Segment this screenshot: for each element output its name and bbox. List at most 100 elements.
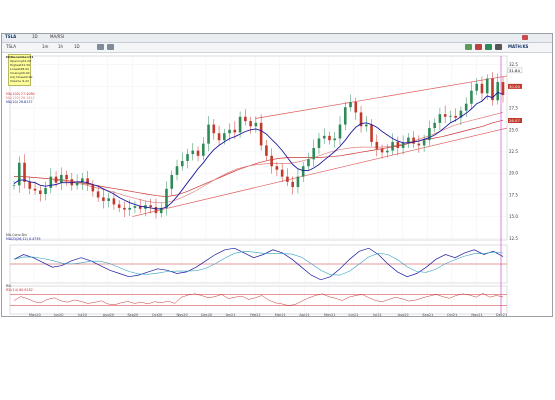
candle-body [102, 197, 105, 201]
candle-body [422, 140, 426, 146]
candle-body [38, 190, 42, 194]
candle-body [259, 122, 263, 146]
candle-body [270, 155, 273, 167]
toolbar: TSLA 1m 1h 1D MATH:KS [2, 43, 552, 53]
candle-body [428, 128, 431, 141]
toolbar-freq-1d[interactable]: 1D [74, 44, 80, 49]
rsi-line [13, 293, 504, 306]
candle-body [391, 141, 394, 151]
price-tick-label: 22.5 [509, 149, 518, 154]
current-value-box [508, 83, 522, 89]
toolbar-green-icon[interactable] [465, 44, 472, 50]
candle-body [228, 129, 231, 134]
info-row: Adj.Close 29.00 [9, 75, 33, 79]
candle-body [307, 159, 310, 167]
chart-window: TSLA 1D MA/RSI TSLA 1m 1h 1D MATH:KS 32.… [1, 33, 553, 317]
candle-body [65, 174, 68, 180]
candle-body [275, 166, 279, 170]
month-tick-label: Aug20 [103, 313, 114, 316]
price-tick-label: 25.0 [509, 127, 518, 132]
toolbar-cursor-icon[interactable] [107, 44, 114, 50]
price-info-box: 30/December/21 Opening 31.00 Highest 31.50 L… [6, 54, 33, 86]
candle-body [86, 178, 89, 185]
candle-body [449, 115, 452, 117]
candle-body [359, 112, 363, 127]
info-row-value: 29.00 [23, 75, 33, 79]
legend-macd-title: MA-Conv-Div [6, 233, 28, 237]
candle-body [149, 205, 153, 208]
legend-price-entry: MA(150) 26.1612 [6, 96, 35, 100]
candle-body [459, 110, 463, 118]
month-tick-label: Aug21 [398, 313, 409, 316]
candle-body [443, 114, 447, 117]
candle-body [480, 83, 484, 94]
price-tick-label: 20.0 [509, 171, 518, 176]
candle-body [154, 207, 158, 214]
toolbar-settings-icon[interactable] [495, 44, 502, 50]
toolbar-up-icon[interactable] [485, 44, 492, 50]
info-row-value: 6.22 [22, 79, 29, 83]
current-value-label: 30.00 [509, 84, 520, 89]
toolbar-red-icon[interactable] [475, 44, 482, 50]
candle-body [396, 141, 400, 148]
candle-body [60, 174, 63, 183]
candle-body [343, 107, 347, 125]
candle-body [291, 181, 294, 188]
toolbar-right-label: MATH:KS [508, 44, 529, 49]
close-icon[interactable] [522, 35, 528, 40]
candle-body [464, 103, 468, 111]
candle-body [165, 188, 168, 208]
price-tick-label: 17.5 [509, 192, 518, 197]
candle-body [217, 133, 221, 141]
panel-frame-0 [9, 55, 508, 241]
candle-body [333, 138, 337, 141]
candle-body [207, 124, 210, 144]
candle-body [244, 116, 247, 122]
toolbar-freq-1m[interactable]: 1m [42, 44, 49, 49]
toolbar-freq-1h[interactable]: 1h [58, 44, 64, 49]
chart-canvas[interactable]: 32.530.027.525.022.520.017.515.012.5May2… [2, 52, 552, 316]
legend-rsi-values: RSI(14) 60.8182 [6, 288, 33, 292]
candle-body [54, 176, 58, 183]
toolbar-zoom-icon[interactable] [97, 44, 104, 50]
candle-body [312, 148, 316, 160]
candle-body [128, 207, 131, 210]
candle-body [123, 207, 126, 210]
candle-body [159, 207, 163, 214]
candle-body [12, 185, 16, 186]
candle-body [475, 83, 479, 91]
window-indicators: MA/RSI [50, 34, 65, 39]
candle-body [438, 114, 442, 123]
candle-body [485, 78, 489, 94]
candle-body [454, 115, 457, 118]
candle-body [417, 143, 421, 146]
month-tick-label: Jul21 [372, 313, 382, 316]
month-tick-label: Oct21 [447, 313, 458, 316]
ma-mid-line [53, 112, 504, 204]
window-interval: 1D [32, 34, 38, 39]
price-tick-label: 32.5 [509, 62, 518, 67]
month-tick-label: May20 [29, 313, 41, 316]
macd-line [13, 247, 504, 281]
info-row: Opening 31.00 [9, 59, 31, 63]
info-row-label: Volume [10, 79, 22, 83]
candle-body [364, 124, 368, 127]
month-tick-label: Sep20 [127, 313, 138, 316]
trendline-upper [255, 75, 508, 119]
info-row: Lowest 28.00 [9, 67, 30, 71]
last-price-label: 31.84 [509, 68, 520, 73]
legend-rsi: RSI RSI(14) 60.8182 [6, 284, 33, 292]
candle-body [112, 198, 116, 205]
candle-body [75, 182, 79, 186]
candle-body [233, 129, 237, 133]
candle-body [107, 198, 110, 201]
candle-body [138, 206, 142, 209]
candle-body [180, 161, 184, 167]
toolbar-symbol[interactable]: TSLA [6, 44, 17, 49]
window-title: TSLA [5, 34, 17, 39]
month-tick-label: May21 [324, 313, 336, 316]
current-value-label: 26.07 [509, 118, 520, 123]
candle-body [223, 133, 226, 141]
candle-body [212, 124, 216, 134]
month-tick-label: Jan21 [225, 313, 236, 316]
